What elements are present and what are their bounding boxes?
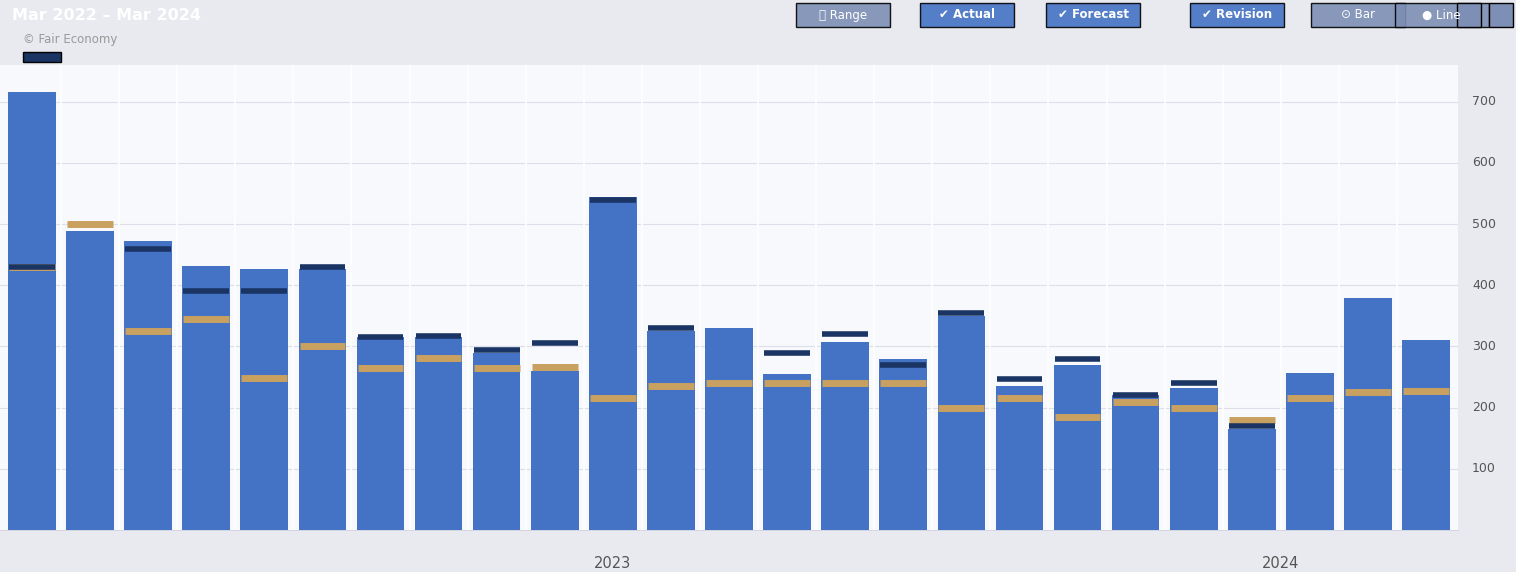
Bar (647, 331, 694, 530)
Bar (1111, 395, 1160, 530)
FancyBboxPatch shape (1311, 3, 1405, 27)
Text: 2024: 2024 (1263, 555, 1299, 571)
Bar (763, 374, 811, 530)
Text: 200: 200 (1472, 401, 1496, 414)
Text: ✔ Forecast: ✔ Forecast (1058, 9, 1128, 22)
Bar (879, 359, 928, 530)
FancyBboxPatch shape (1046, 3, 1140, 27)
Text: ✔ Actual: ✔ Actual (940, 9, 994, 22)
Bar (1228, 429, 1275, 530)
Bar (1286, 374, 1334, 530)
FancyBboxPatch shape (920, 3, 1014, 27)
FancyBboxPatch shape (1489, 3, 1513, 27)
FancyBboxPatch shape (23, 53, 61, 62)
Text: © Fair Economy: © Fair Economy (23, 33, 117, 46)
Text: 400: 400 (1472, 279, 1496, 292)
Text: 700: 700 (1472, 95, 1496, 108)
Bar (1170, 388, 1217, 530)
Bar (705, 328, 753, 530)
Bar (67, 232, 114, 530)
Bar (473, 352, 520, 530)
Bar (996, 386, 1043, 530)
Bar (241, 269, 288, 530)
Bar (356, 337, 405, 530)
Bar (1054, 365, 1101, 530)
FancyBboxPatch shape (796, 3, 890, 27)
Text: ● Line: ● Line (1422, 9, 1461, 22)
Bar (415, 337, 462, 530)
FancyBboxPatch shape (1190, 3, 1284, 27)
Bar (937, 316, 985, 530)
Text: 📅 Range: 📅 Range (819, 9, 867, 22)
Text: ✔ Revision: ✔ Revision (1202, 9, 1272, 22)
Bar (822, 341, 869, 530)
Bar (299, 269, 346, 530)
Text: Mar 2022 – Mar 2024: Mar 2022 – Mar 2024 (12, 7, 202, 22)
Bar (1345, 297, 1392, 530)
Text: 100: 100 (1472, 462, 1496, 475)
Text: 600: 600 (1472, 156, 1496, 169)
FancyBboxPatch shape (1457, 3, 1481, 27)
Bar (590, 197, 637, 530)
Bar (1402, 340, 1449, 530)
Bar (182, 265, 230, 530)
Bar (8, 92, 56, 530)
FancyBboxPatch shape (1395, 3, 1489, 27)
Bar (124, 241, 171, 530)
Text: 500: 500 (1472, 217, 1496, 231)
Bar (531, 371, 579, 530)
Text: 300: 300 (1472, 340, 1496, 353)
Text: 2023: 2023 (594, 555, 632, 571)
Text: ⊙ Bar: ⊙ Bar (1342, 9, 1375, 22)
